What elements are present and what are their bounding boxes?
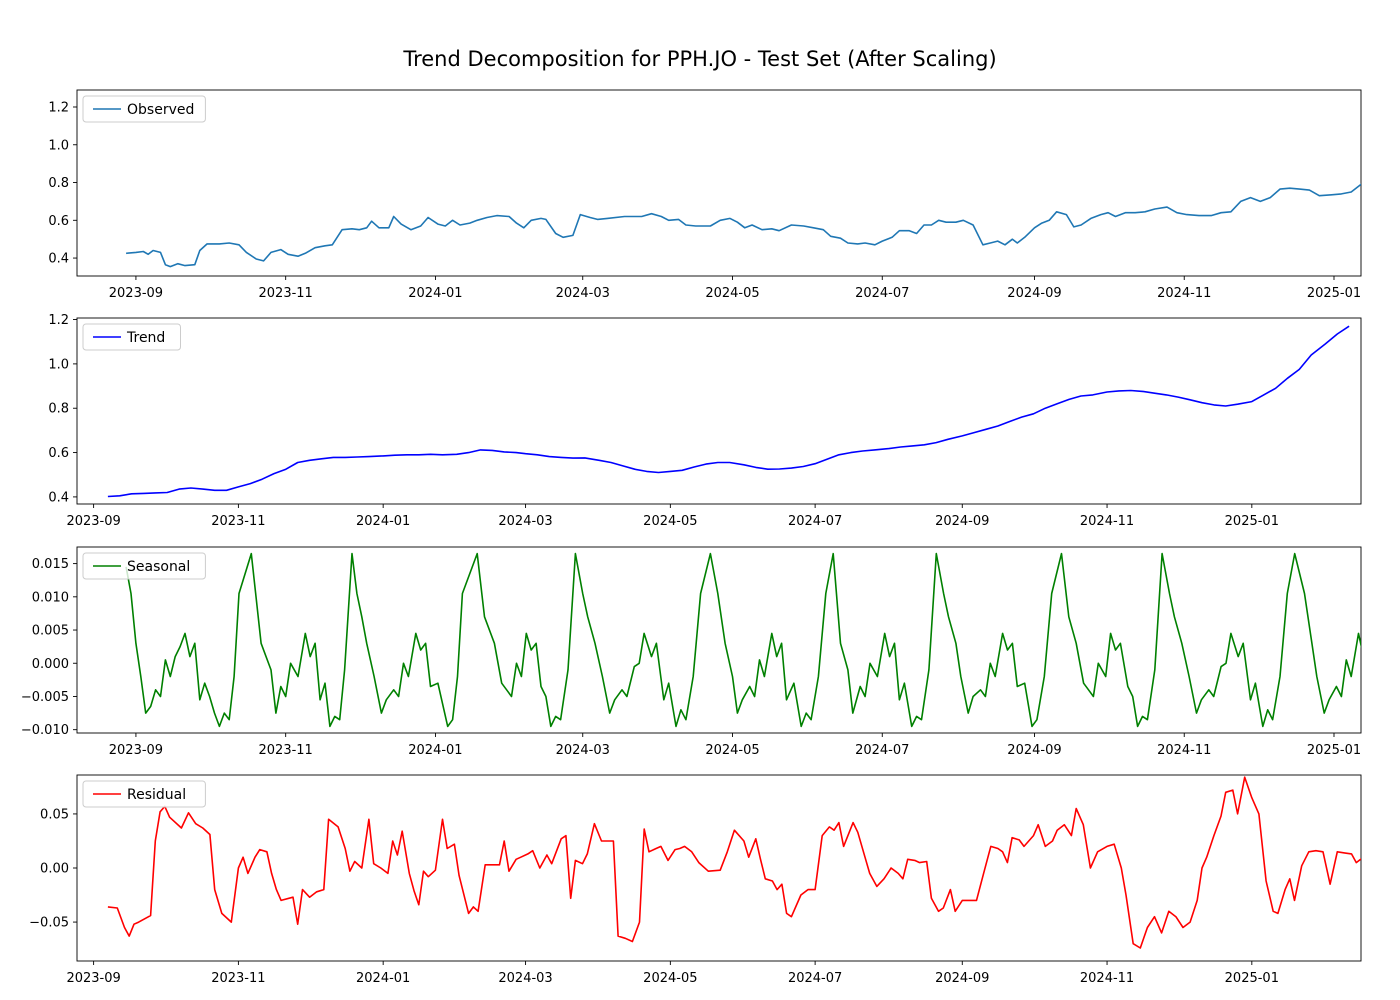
x-tick-label: 2025-01 [1225, 514, 1279, 529]
x-tick-label: 2023-09 [109, 743, 163, 758]
axes-frame [76, 774, 1362, 962]
x-tick-label: 2024-09 [935, 971, 989, 986]
x-tick-label: 2025-01 [1225, 971, 1279, 986]
legend-box [82, 780, 206, 808]
y-tick-label: 1.0 [48, 138, 69, 153]
axes-frame [76, 546, 1362, 734]
series-line-trend [107, 325, 1350, 498]
y-tick-label: 0.4 [48, 490, 69, 505]
figure-title: Trend Decomposition for PPH.JO - Test Se… [402, 47, 996, 71]
y-tick-label: 0.6 [48, 214, 69, 229]
x-tick-label: 2024-01 [356, 971, 410, 986]
y-tick-label: 0.015 [32, 557, 69, 572]
x-tick-label: 2024-03 [498, 971, 552, 986]
x-tick-label: 2025-01 [1307, 286, 1361, 301]
x-tick-label: 2024-01 [408, 743, 462, 758]
series-line-observed [126, 183, 1361, 268]
legend: Seasonal [82, 552, 206, 580]
series-line-seasonal [125, 552, 1361, 728]
legend: Residual [82, 780, 206, 808]
y-tick-label: 0.010 [32, 590, 69, 605]
legend-box [82, 95, 206, 123]
x-tick-label: 2023-11 [211, 971, 265, 986]
x-tick-label: 2023-11 [211, 514, 265, 529]
x-tick-label: 2024-03 [556, 286, 610, 301]
y-tick-label: 0.000 [32, 657, 69, 672]
axes-frame [76, 317, 1362, 505]
x-tick-label: 2024-11 [1080, 514, 1134, 529]
x-tick-label: 2024-11 [1157, 286, 1211, 301]
y-tick-label: 1.2 [48, 313, 69, 328]
x-tick-label: 2024-05 [643, 971, 697, 986]
legend-box [82, 552, 206, 580]
y-tick-label: −0.010 [21, 723, 69, 738]
panel-2: −0.010 −0.005 0.000 0.005 0.010 0.015 2023-09 2… [21, 546, 1362, 758]
x-tick-label: 2024-09 [1007, 286, 1061, 301]
legend-label: Observed [127, 102, 194, 118]
legend-label: Residual [127, 787, 186, 803]
x-tick-label: 2024-05 [643, 514, 697, 529]
x-tick-label: 2023-09 [66, 514, 120, 529]
x-tick-label: 2024-07 [788, 514, 842, 529]
x-tick-label: 2024-01 [356, 514, 410, 529]
series-line-residual [107, 776, 1361, 949]
panel-3: −0.05 0.00 0.05 2023-09 2023-11 2024-01 2024-0… [29, 774, 1362, 986]
x-tick-label: 2024-07 [855, 743, 909, 758]
x-tick-label: 2024-09 [1007, 743, 1061, 758]
legend-label: Seasonal [127, 559, 190, 575]
y-tick-label: 0.8 [48, 402, 69, 417]
x-tick-label: 2024-09 [935, 514, 989, 529]
y-tick-label: 0.005 [32, 624, 69, 639]
y-tick-label: 0.6 [48, 446, 69, 461]
x-tick-label: 2024-07 [788, 971, 842, 986]
x-tick-label: 2024-05 [705, 743, 759, 758]
y-tick-label: 1.0 [48, 357, 69, 372]
y-tick-label: −0.05 [29, 916, 69, 931]
x-tick-label: 2023-11 [259, 743, 313, 758]
x-tick-label: 2024-05 [705, 286, 759, 301]
y-tick-label: −0.005 [21, 690, 69, 705]
y-tick-label: 0.4 [48, 252, 69, 267]
x-tick-label: 2024-01 [408, 286, 462, 301]
x-tick-label: 2024-03 [498, 514, 552, 529]
axes-frame [76, 89, 1362, 277]
panel-1: 0.4 0.6 0.8 1.0 1.2 2023-09 2023-11 2024-01 2024… [48, 313, 1362, 529]
x-tick-label: 2024-07 [855, 286, 909, 301]
x-tick-label: 2025-01 [1307, 743, 1361, 758]
y-tick-label: 0.05 [40, 807, 69, 822]
legend: Trend [82, 323, 181, 351]
x-tick-label: 2024-03 [556, 743, 610, 758]
x-tick-label: 2023-09 [109, 286, 163, 301]
y-tick-label: 0.8 [48, 176, 69, 191]
x-tick-label: 2024-11 [1080, 971, 1134, 986]
legend-label: Trend [126, 330, 165, 346]
y-tick-label: 0.00 [40, 862, 69, 877]
x-tick-label: 2023-09 [66, 971, 120, 986]
y-tick-label: 1.2 [48, 100, 69, 115]
legend-box [82, 323, 181, 351]
x-tick-label: 2023-11 [259, 286, 313, 301]
legend: Observed [82, 95, 206, 123]
panel-0: 0.4 0.6 0.8 1.0 1.2 2023-09 2023-11 2024-01 2024… [48, 89, 1362, 301]
x-tick-label: 2024-11 [1157, 743, 1211, 758]
